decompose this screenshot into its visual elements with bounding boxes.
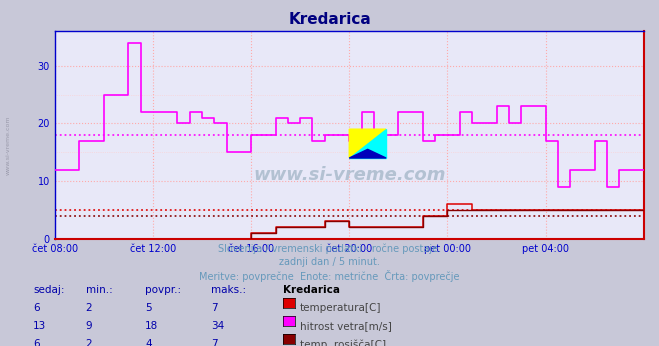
Text: Slovenija / vremenski podatki - ročne postaje.: Slovenija / vremenski podatki - ročne po… — [218, 244, 441, 254]
Text: zadnji dan / 5 minut.: zadnji dan / 5 minut. — [279, 257, 380, 267]
Text: 4: 4 — [145, 339, 152, 346]
Text: min.:: min.: — [86, 285, 113, 295]
Text: maks.:: maks.: — [211, 285, 246, 295]
Text: temperatura[C]: temperatura[C] — [300, 303, 382, 313]
Text: 34: 34 — [211, 321, 224, 331]
Text: 6: 6 — [33, 339, 40, 346]
Text: 6: 6 — [33, 303, 40, 313]
Text: 7: 7 — [211, 339, 217, 346]
Polygon shape — [349, 129, 386, 158]
Text: Kredarica: Kredarica — [288, 12, 371, 27]
Text: Kredarica: Kredarica — [283, 285, 340, 295]
Text: 2: 2 — [86, 303, 92, 313]
Text: sedaj:: sedaj: — [33, 285, 65, 295]
Text: www.si-vreme.com: www.si-vreme.com — [253, 166, 445, 184]
Text: Meritve: povprečne  Enote: metrične  Črta: povprečje: Meritve: povprečne Enote: metrične Črta:… — [199, 270, 460, 282]
Text: 7: 7 — [211, 303, 217, 313]
Polygon shape — [349, 149, 386, 158]
Text: www.si-vreme.com: www.si-vreme.com — [5, 116, 11, 175]
Text: 9: 9 — [86, 321, 92, 331]
Text: hitrost vetra[m/s]: hitrost vetra[m/s] — [300, 321, 391, 331]
Polygon shape — [349, 129, 386, 158]
Text: temp. rosišča[C]: temp. rosišča[C] — [300, 339, 386, 346]
Text: 18: 18 — [145, 321, 158, 331]
Text: 5: 5 — [145, 303, 152, 313]
Text: 2: 2 — [86, 339, 92, 346]
Text: povpr.:: povpr.: — [145, 285, 181, 295]
Text: 13: 13 — [33, 321, 46, 331]
